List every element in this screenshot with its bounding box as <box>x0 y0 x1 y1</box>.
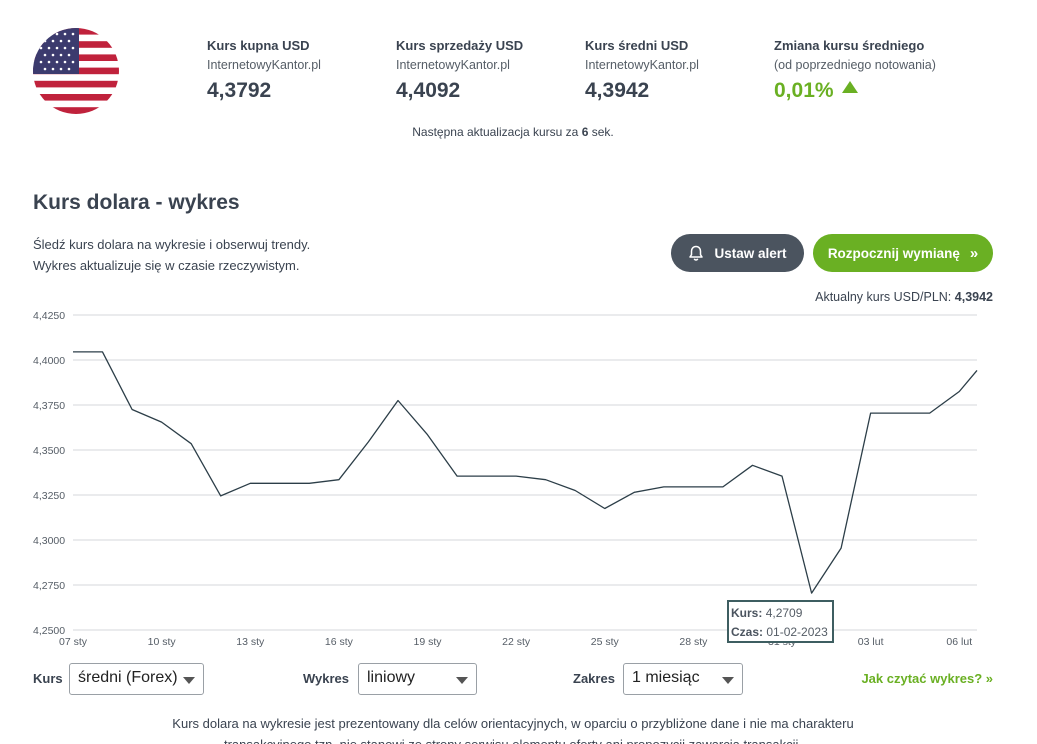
kurs-label: Kurs <box>33 671 63 686</box>
x-tick-label: 10 sty <box>148 636 177 648</box>
wykres-select[interactable]: liniowy <box>358 663 477 695</box>
x-tick-label: 25 sty <box>591 636 620 648</box>
change-title: Zmiana kursu średniego <box>774 38 925 53</box>
current-rate-label: Aktualny kurs USD/PLN: <box>815 290 952 304</box>
chart-tooltip: Kurs: 4,2709 Czas: 01-02-2023 <box>727 600 834 643</box>
x-tick-label: 19 sty <box>414 636 443 648</box>
chevron-down-icon <box>722 677 734 684</box>
set-alert-label: Ustaw alert <box>714 245 787 261</box>
section-desc-line2: Wykres aktualizuje się w czasie rzeczywi… <box>33 258 300 273</box>
mid-rate-value: 4,3942 <box>585 79 650 102</box>
zakres-select[interactable]: 1 miesiąc <box>623 663 743 695</box>
buy-rate-source: InternetowyKantor.pl <box>207 58 321 72</box>
disclaimer-line1: Kurs dolara na wykresie jest prezentowan… <box>172 716 854 731</box>
x-tick-label: 07 sty <box>59 636 88 648</box>
sell-rate-block: Kurs sprzedaży USD InternetowyKantor.pl … <box>396 38 523 103</box>
update-suffix: sek. <box>591 125 614 139</box>
y-tick-label: 4,2500 <box>33 625 65 637</box>
chevron-down-icon <box>183 677 195 684</box>
how-to-read-chart-link[interactable]: Jak czytać wykres? » <box>861 671 993 686</box>
sell-rate-title: Kurs sprzedaży USD <box>396 38 524 53</box>
start-exchange-button[interactable]: Rozpocznij wymianę » <box>813 234 993 272</box>
rate-line-chart[interactable]: 4,2500 4,2750 4,3000 4,3250 4,3500 4,3750 4,40… <box>0 300 1000 655</box>
current-rate: Aktualny kurs USD/PLN: 4,3942 <box>815 290 993 304</box>
x-tick-label: 13 sty <box>236 636 265 648</box>
x-tick-label: 22 sty <box>502 636 531 648</box>
double-chevron-right-icon: » <box>969 244 979 262</box>
mid-rate-title: Kurs średni USD <box>585 38 689 53</box>
set-alert-button[interactable]: Ustaw alert <box>671 234 804 272</box>
change-value: 0,01% <box>774 79 834 102</box>
series-line <box>73 351 978 594</box>
triangle-up-icon <box>841 81 858 93</box>
buy-rate-value: 4,3792 <box>207 79 272 102</box>
y-tick-label: 4,3500 <box>33 445 65 457</box>
section-title: Kurs dolara - wykres <box>33 191 240 214</box>
start-exchange-label: Rozpocznij wymianę <box>827 245 960 261</box>
y-tick-label: 4,4000 <box>33 355 65 367</box>
update-note: Następna aktualizacja kursu za 6 sek. <box>0 125 1026 139</box>
tooltip-czas: Czas: 01-02-2023 <box>731 623 832 642</box>
y-tick-label: 4,3750 <box>33 400 65 412</box>
tooltip-kurs-label: Kurs: <box>731 606 763 620</box>
change-subtitle: (od poprzedniego notowania) <box>774 58 936 72</box>
x-tick-label: 16 sty <box>325 636 354 648</box>
wykres-label: Wykres <box>303 671 350 686</box>
kurs-select-value: średni (Forex) <box>78 669 178 686</box>
buy-rate-title: Kurs kupna USD <box>207 38 310 53</box>
wykres-select-value: liniowy <box>367 669 416 686</box>
buy-rate-block: Kurs kupna USD InternetowyKantor.pl 4,37… <box>207 38 321 103</box>
x-tick-label: 28 sty <box>679 636 708 648</box>
y-tick-label: 4,3250 <box>33 490 65 502</box>
bell-icon <box>688 245 704 262</box>
us-flag-icon <box>33 28 119 114</box>
chevron-down-icon <box>456 677 468 684</box>
x-tick-label: 03 lut <box>858 636 884 648</box>
y-tick-label: 4,2750 <box>33 580 65 592</box>
section-description: Śledź kurs dolara na wykresie i obserwuj… <box>33 234 310 276</box>
y-tick-label: 4,3000 <box>33 535 65 547</box>
disclaimer: Kurs dolara na wykresie jest prezentowan… <box>0 713 1026 744</box>
x-tick-label: 06 lut <box>946 636 972 648</box>
mid-rate-block: Kurs średni USD InternetowyKantor.pl 4,3… <box>585 38 699 103</box>
tooltip-czas-label: Czas: <box>731 625 764 639</box>
disclaimer-line2: transakcyjnego tzn. nie stanowi ze stron… <box>0 734 1026 744</box>
tooltip-kurs: Kurs: 4,2709 <box>731 604 832 623</box>
current-rate-value: 4,3942 <box>954 290 993 304</box>
sell-rate-value: 4,4092 <box>396 79 461 102</box>
kurs-select[interactable]: średni (Forex) <box>69 663 204 695</box>
section-desc-line1: Śledź kurs dolara na wykresie i obserwuj… <box>33 237 311 252</box>
y-tick-label: 4,4250 <box>33 310 65 322</box>
sell-rate-source: InternetowyKantor.pl <box>396 58 510 72</box>
update-seconds: 6 <box>581 125 589 139</box>
tooltip-czas-value: 01-02-2023 <box>766 625 828 639</box>
change-value-wrap: 0,01% <box>774 79 936 103</box>
tooltip-kurs-value: 4,2709 <box>765 606 803 620</box>
update-prefix: Następna aktualizacja kursu za <box>412 125 579 139</box>
change-block: Zmiana kursu średniego (od poprzedniego … <box>774 38 936 103</box>
mid-rate-source: InternetowyKantor.pl <box>585 58 699 72</box>
zakres-select-value: 1 miesiąc <box>632 669 700 686</box>
zakres-label: Zakres <box>573 671 615 686</box>
